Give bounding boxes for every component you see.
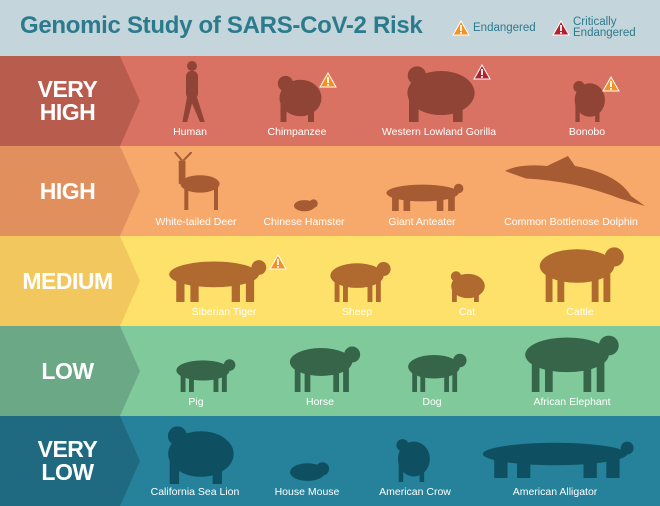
warning-triangle-icon (319, 72, 337, 88)
legend-label: Endangered (473, 21, 536, 34)
risk-level-band (0, 56, 140, 146)
risk-row: VERY LOW California Sea Lion House Mouse Ame… (0, 416, 660, 506)
animal-label: Sheep (341, 306, 373, 318)
animal-label: Western Lowland Gorilla (381, 126, 497, 138)
risk-level-text: LOW (41, 459, 94, 485)
legend-endangered: Endangered (452, 20, 536, 36)
animal-label: American Alligator (512, 486, 598, 498)
chinese-hamster-silhouette-icon (288, 198, 318, 217)
warning-triangle-icon (602, 76, 620, 92)
cat-silhouette-icon (446, 270, 486, 307)
animal-label: Chinese Hamster (263, 216, 345, 228)
risk-level-label: LOW (0, 326, 135, 416)
animal-label: Bonobo (568, 126, 606, 138)
house-mouse-silhouette-icon (280, 460, 330, 487)
risk-level-text: VERY (37, 436, 98, 462)
african-elephant-silhouette-icon (512, 330, 622, 397)
horse-silhouette-icon (280, 342, 362, 397)
risk-level-band (0, 236, 140, 326)
risk-level-band (0, 326, 140, 416)
animal-label: Giant Anteater (388, 216, 456, 228)
risk-level-band (0, 416, 140, 506)
animal-label: Siberian Tiger (191, 306, 257, 318)
common-bottlenose-dolphin-silhouette-icon (505, 156, 645, 211)
warning-triangle-icon (473, 64, 491, 80)
risk-row: MEDIUM Siberian Tiger Sheep Cat Cattle (0, 236, 660, 326)
american-crow-silhouette-icon (393, 436, 431, 487)
animal-label: Dog (422, 396, 442, 408)
animal-label: Human (173, 126, 207, 138)
warning-triangle-icon (452, 20, 470, 36)
animal-label: Horse (305, 396, 335, 408)
risk-level-label: VERY HIGH (0, 56, 135, 146)
animal-label: Common Bottlenose Dolphin (504, 216, 638, 228)
american-alligator-silhouette-icon (460, 438, 650, 483)
risk-level-band (0, 146, 140, 236)
risk-level-text: LOW (41, 357, 94, 384)
bonobo-silhouette-icon (570, 78, 606, 127)
risk-level-label: MEDIUM (0, 236, 135, 326)
risk-row: LOW Pig Horse Dog African Elephant (0, 326, 660, 416)
animal-label: African Elephant (533, 396, 611, 408)
header: Genomic Study of SARS-CoV-2 Risk Endange… (0, 0, 660, 56)
risk-row: VERY HIGH Human Chimpanzee Western Lowland G… (0, 56, 660, 146)
legend-label: Endangered (573, 27, 636, 39)
risk-level-text: MEDIUM (22, 267, 113, 294)
animal-label: Chimpanzee (267, 126, 327, 138)
western-lowland-gorilla-silhouette-icon (397, 64, 477, 127)
animal-label: American Crow (379, 486, 451, 498)
legend-label: Critically (573, 16, 617, 28)
risk-row: HIGH White-tailed Deer Chinese Hamster Gian… (0, 146, 660, 236)
risk-level-text: HIGH (39, 177, 96, 204)
california-sea-lion-silhouette-icon (158, 424, 236, 489)
giant-anteater-silhouette-icon (375, 181, 470, 216)
pig-silhouette-icon (168, 356, 238, 397)
risk-level-text: VERY (37, 76, 98, 102)
warning-triangle-icon (269, 254, 287, 270)
sheep-silhouette-icon (322, 258, 392, 307)
animal-label: House Mouse (274, 486, 340, 498)
animal-label: Cat (458, 306, 476, 318)
risk-level-label: VERY LOW (0, 416, 135, 506)
risk-level-label: HIGH (0, 146, 135, 236)
chimpanzee-silhouette-icon (273, 74, 323, 127)
warning-triangle-icon (552, 20, 570, 36)
siberian-tiger-silhouette-icon (155, 256, 273, 307)
animal-label: White-tailed Deer (155, 216, 237, 228)
risk-level-text: HIGH (39, 99, 96, 125)
animal-label: Pig (188, 396, 204, 408)
animal-label: Cattle (566, 306, 594, 318)
white-tailed-deer-silhouette-icon (172, 151, 228, 215)
animal-label: California Sea Lion (150, 486, 240, 498)
legend-critically-endangered: Critically Endangered (552, 16, 636, 39)
cattle-silhouette-icon (528, 242, 626, 307)
page-title: Genomic Study of SARS-CoV-2 Risk (20, 12, 423, 39)
dog-silhouette-icon (400, 350, 468, 397)
human-silhouette-icon (176, 60, 208, 127)
